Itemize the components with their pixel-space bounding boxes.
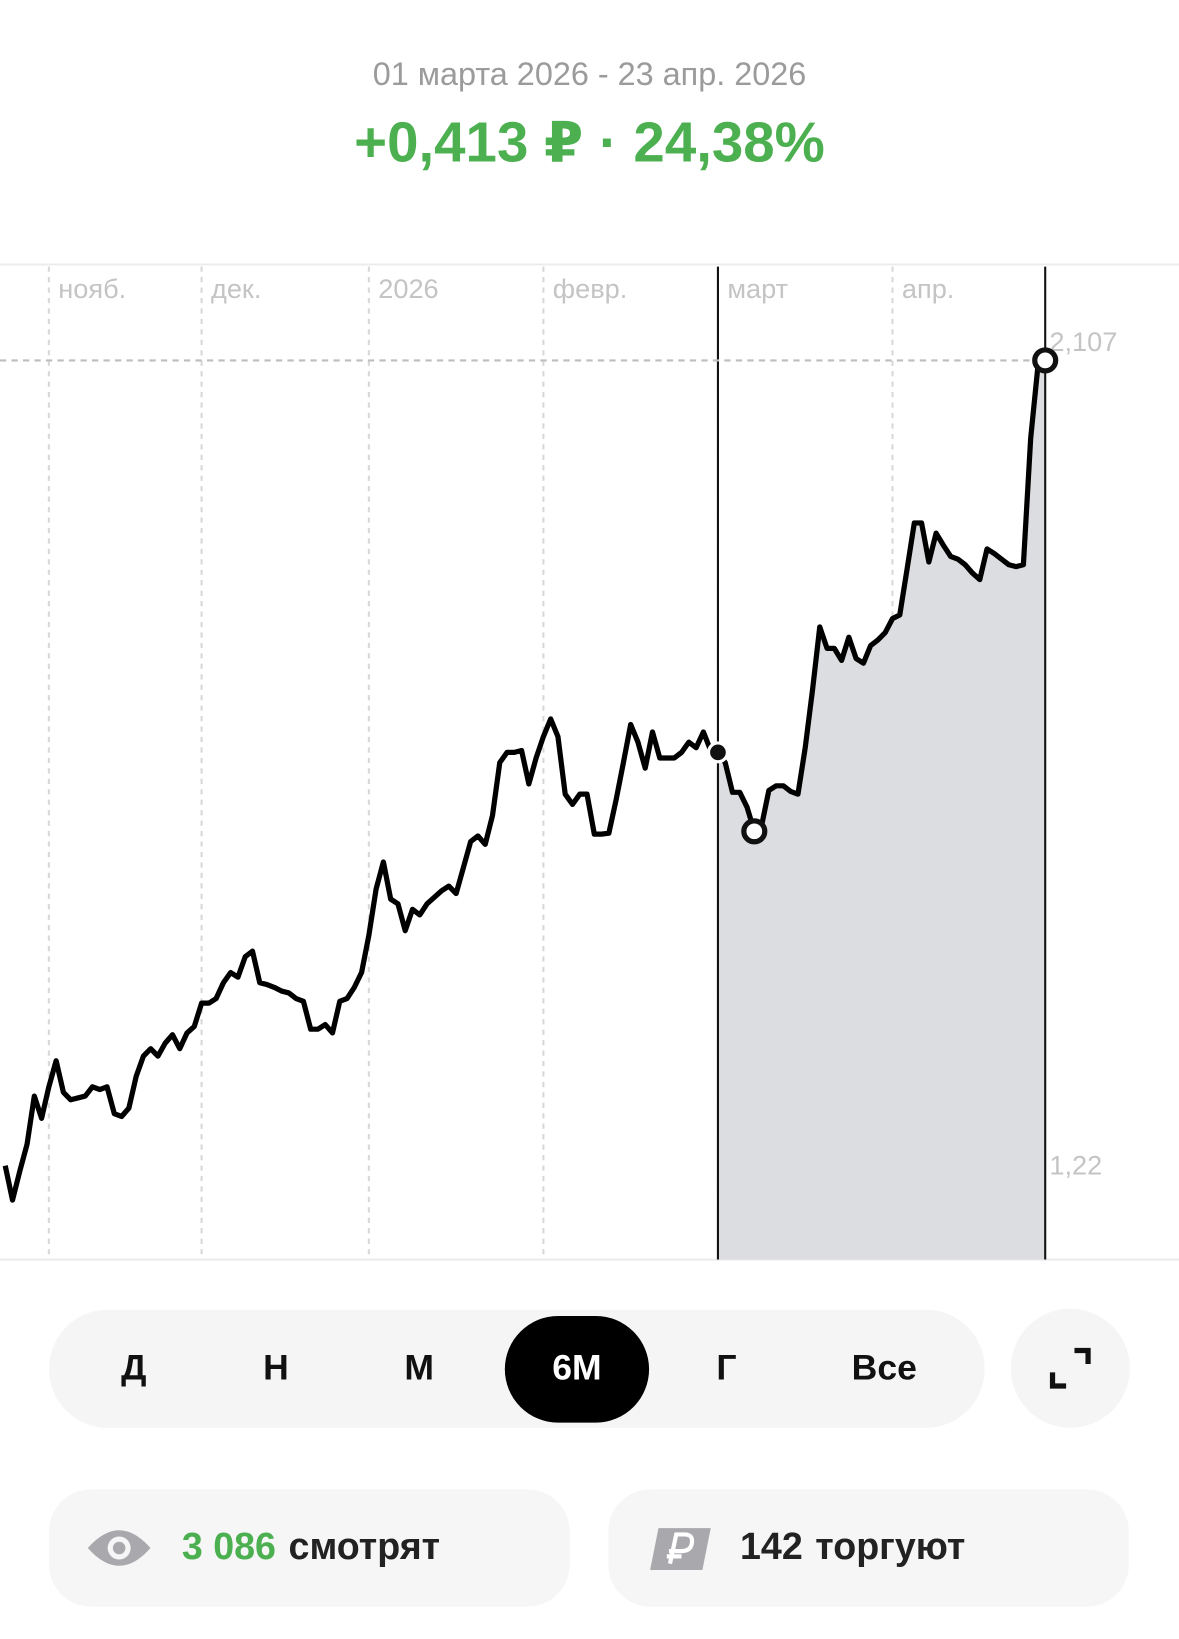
x-tick-label: март [727, 273, 788, 304]
eye-pupil [112, 1541, 126, 1555]
start-marker [706, 741, 729, 764]
traders-label: торгуют [815, 1525, 965, 1567]
expand-bg [1010, 1308, 1130, 1428]
y-tick-label: 2,107 [1049, 326, 1117, 357]
watchers-text: 3 086 смотрят [182, 1525, 440, 1567]
traders-card[interactable] [608, 1489, 1129, 1607]
watchers-count: 3 086 [182, 1525, 276, 1567]
active-period-bg [504, 1315, 650, 1423]
period-button[interactable]: Д [121, 1348, 146, 1388]
x-tick-label: 2026 [378, 273, 438, 304]
chart: нояб. дек. 2026 февр. март апр. 2,107 1,22 [0, 263, 1179, 1261]
ruble-icon [650, 1528, 711, 1570]
extreme-marker [1032, 347, 1059, 374]
expand-button[interactable] [1010, 1308, 1130, 1428]
eye-icon [87, 1530, 151, 1566]
y-tick-label: 1,22 [1049, 1150, 1102, 1181]
expand-icon [1049, 1347, 1091, 1389]
period-button[interactable]: Все [852, 1348, 917, 1388]
traders-text: 142 торгуют [740, 1525, 965, 1567]
period-buttons: Д Н М 6М Г Все [121, 1315, 917, 1423]
extreme-marker [741, 818, 768, 845]
traders-count: 142 [740, 1525, 803, 1567]
x-tick-label: апр. [902, 273, 954, 304]
x-tick-label: нояб. [58, 273, 126, 304]
watchers-card[interactable] [49, 1489, 570, 1607]
period-button[interactable]: 6М [552, 1348, 601, 1388]
date-range: 01 марта 2026 - 23 апр. 2026 [373, 56, 807, 92]
price-change: +0,413 ₽ · 24,38% [354, 110, 825, 173]
period-button[interactable]: М [404, 1348, 434, 1388]
highlight-area [717, 360, 1046, 1260]
period-button[interactable]: Г [716, 1348, 736, 1388]
period-button[interactable]: Н [263, 1348, 289, 1388]
price-line [2, 358, 1047, 1203]
watchers-label: смотрят [289, 1525, 441, 1567]
x-tick-label: февр. [553, 273, 628, 304]
x-tick-label: дек. [211, 273, 261, 304]
ruble-sign [666, 1532, 695, 1565]
